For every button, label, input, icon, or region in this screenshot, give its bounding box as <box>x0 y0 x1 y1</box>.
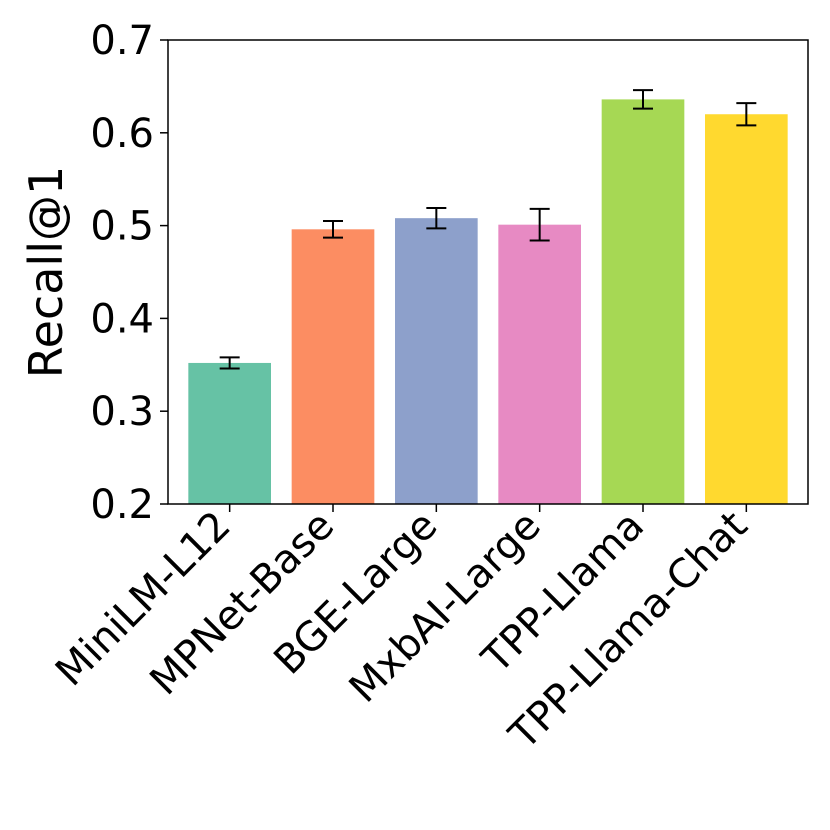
bar-TPP-Llama <box>601 99 685 504</box>
error-bar-BGE-Large <box>426 206 447 230</box>
bars-group <box>188 99 788 505</box>
bar-TPP-Llama-Chat <box>705 114 788 505</box>
y-tick-label: 0.5 <box>90 204 154 250</box>
bar-MPNet-Base <box>291 229 375 504</box>
x-axis: MiniLM-L12MPNet-BaseBGE-LargeMxbAI-Large… <box>47 503 756 759</box>
bar-MxbAI-Large <box>498 224 581 504</box>
bar-MiniLM-L12 <box>188 362 271 504</box>
y-tick-label: 0.2 <box>90 482 154 528</box>
error-bar-TPP-Llama-Chat <box>736 102 757 127</box>
error-bar-MxbAI-Large <box>529 207 550 242</box>
error-bar-MPNet-Base <box>323 219 343 239</box>
y-tick-label: 0.4 <box>90 296 154 342</box>
error-bars-group <box>219 89 757 370</box>
error-bar-TPP-Llama <box>633 89 653 110</box>
plot-frame <box>167 39 809 505</box>
error-bar-MiniLM-L12 <box>219 356 240 370</box>
y-tick-label: 0.6 <box>90 111 154 157</box>
y-tick-label: 0.7 <box>90 18 154 64</box>
y-tick-label: 0.3 <box>90 389 154 435</box>
y-axis: 0.2 0.3 0.4 0.5 0.6 0.7 <box>90 18 168 528</box>
y-axis-title: Recall@1 <box>19 166 73 379</box>
bar-BGE-Large <box>395 218 478 504</box>
